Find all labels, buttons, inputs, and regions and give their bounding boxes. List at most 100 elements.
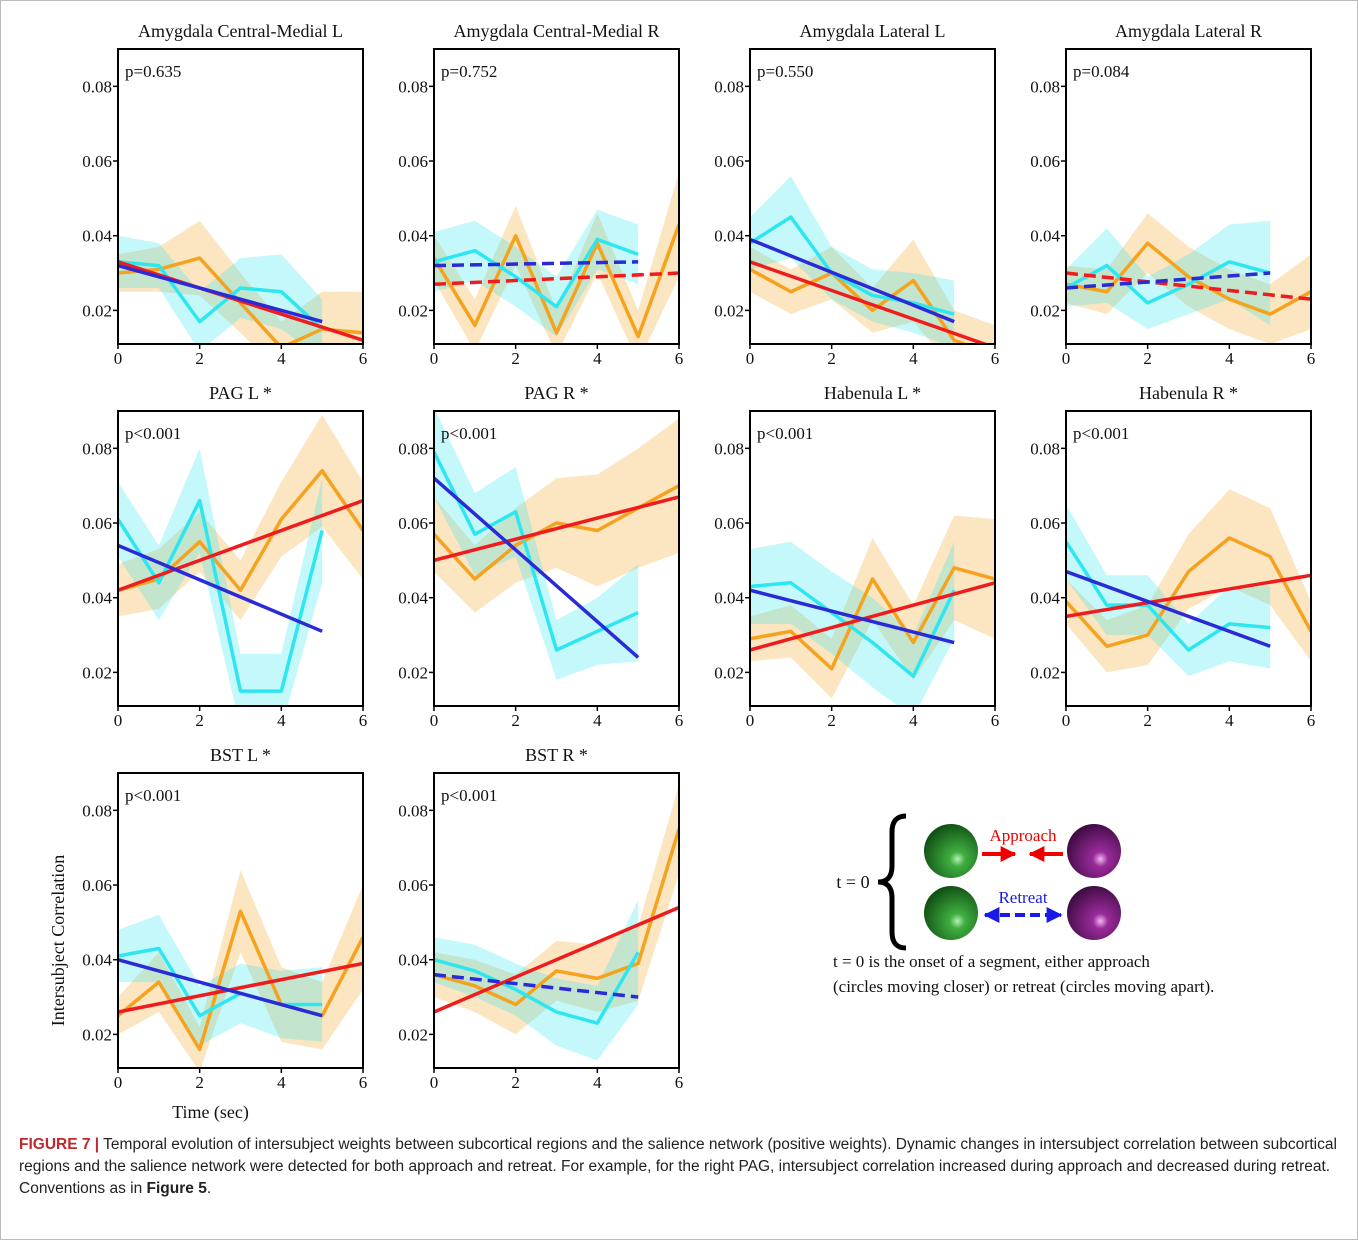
error-band xyxy=(750,515,995,699)
panel-title: Amygdala Central-Medial R xyxy=(454,21,660,41)
x-tick-label: 0 xyxy=(1062,711,1071,730)
y-tick-label: 0.08 xyxy=(398,439,428,458)
fit-line xyxy=(434,495,679,563)
panel: 0.02 0.04 0.06 0.08 0 2 4 6 PAG L * p<0.001 xyxy=(82,383,367,730)
x-tick-label: 2 xyxy=(195,711,204,730)
y-tick-label: 0.08 xyxy=(1030,439,1060,458)
y-tick-label: 0.02 xyxy=(398,663,428,682)
panel: 0.02 0.04 0.06 0.08 0 2 4 6 Habenula R * p<0.001 xyxy=(1030,383,1315,730)
x-tick-label: 4 xyxy=(593,711,602,730)
error-band xyxy=(434,209,639,337)
plot-frame xyxy=(433,48,680,345)
plot-frame xyxy=(433,410,680,707)
x-tick-label: 6 xyxy=(1307,349,1316,368)
panel: 0.02 0.04 0.06 0.08 0 2 4 6 Amygdala Lateral L p=… xyxy=(714,21,1000,368)
fit-line xyxy=(118,961,363,1014)
y-tick-label: 0.04 xyxy=(82,589,112,608)
fit-line xyxy=(118,498,363,592)
series-line xyxy=(750,215,955,316)
x-tick-label: 2 xyxy=(195,1073,204,1092)
panel-title: Habenula R * xyxy=(1139,383,1238,403)
y-tick-label: 0.08 xyxy=(82,439,112,458)
panel: 0.02 0.04 0.06 0.08 0 2 4 6 BST L * p<0.001 Time (… xyxy=(48,745,367,1123)
y-tick-label: 0.08 xyxy=(82,801,112,820)
series-line xyxy=(118,260,324,331)
panel-title: PAG R * xyxy=(524,383,588,403)
series-line xyxy=(750,581,956,678)
y-tick-label: 0.06 xyxy=(398,876,428,895)
y-tick-label: 0.04 xyxy=(1030,227,1060,246)
sphere xyxy=(1067,824,1121,878)
panel: 0.02 0.04 0.06 0.08 0 2 4 6 BST R * p<0.001 xyxy=(398,745,683,1092)
x-tick-label: 2 xyxy=(511,349,520,368)
y-tick-label: 0.02 xyxy=(82,301,112,320)
plot-area xyxy=(750,175,995,344)
y-tick-label: 0.08 xyxy=(1030,77,1060,96)
error-band xyxy=(1066,489,1311,673)
plot-frame xyxy=(1065,48,1312,345)
sphere xyxy=(924,824,978,878)
scheme: t = 0 Approach Retreat t = 0 is the onse… xyxy=(833,813,1214,996)
note: (circles moving closer) or retreat (circ… xyxy=(833,977,1214,996)
fit-line xyxy=(750,581,995,652)
series-line xyxy=(118,256,363,344)
p-value: p<0.001 xyxy=(1073,424,1129,443)
error-band xyxy=(1066,220,1271,330)
series-line xyxy=(1066,241,1311,316)
brace xyxy=(877,813,907,951)
y-tick-label: 0.06 xyxy=(82,514,112,533)
panel-title: Habenula L * xyxy=(824,383,921,403)
y-tick-label: 0.04 xyxy=(1030,589,1060,608)
y-tick-label: 0.02 xyxy=(82,1025,112,1044)
series-line xyxy=(434,951,640,1025)
plot-frame xyxy=(117,48,364,345)
caption-label: FIGURE 7 | xyxy=(19,1136,100,1153)
panel: 0.02 0.04 0.06 0.08 0 2 4 6 Amygdala Central-Med… xyxy=(82,21,367,368)
y-tick-label: 0.06 xyxy=(1030,514,1060,533)
y-tick-label: 0.06 xyxy=(398,152,428,171)
panel: 0.02 0.04 0.06 0.08 0 2 4 6 Habenula L * p<0.001 xyxy=(714,383,999,730)
panel: 0.02 0.04 0.06 0.08 0 2 4 6 Amygdala Central-Med… xyxy=(398,21,683,368)
y-tick-label: 0.02 xyxy=(714,663,744,682)
p-value: p<0.001 xyxy=(125,786,181,805)
fit-line xyxy=(750,260,990,344)
x-tick-label: 6 xyxy=(991,349,1000,368)
plot-area xyxy=(434,784,679,1061)
p-value: p<0.001 xyxy=(757,424,813,443)
sphere xyxy=(1067,886,1121,940)
fit-line xyxy=(118,958,323,1018)
t-label: t = 0 xyxy=(836,872,869,892)
x-tick-label: 4 xyxy=(277,1073,286,1092)
error-band xyxy=(118,448,323,706)
fit-line xyxy=(1066,271,1271,290)
panel: 0.02 0.04 0.06 0.08 0 2 4 6 PAG R * p<0.001 xyxy=(398,383,683,730)
x-tick-label: 6 xyxy=(675,349,684,368)
x-tick-label: 4 xyxy=(593,349,602,368)
x-tick-label: 0 xyxy=(1062,349,1071,368)
x-tick-label: 2 xyxy=(827,349,836,368)
y-tick-label: 0.02 xyxy=(1030,663,1060,682)
x-tick-label: 6 xyxy=(675,711,684,730)
x-axis-label: Time (sec) xyxy=(172,1102,249,1123)
y-tick-label: 0.02 xyxy=(1030,301,1060,320)
fit-line xyxy=(118,543,323,633)
y-tick-label: 0.04 xyxy=(714,589,744,608)
series-line xyxy=(750,566,995,671)
x-tick-label: 4 xyxy=(1225,349,1234,368)
plot-area xyxy=(118,220,363,344)
y-tick-label: 0.08 xyxy=(714,77,744,96)
x-tick-label: 4 xyxy=(1225,711,1234,730)
x-tick-label: 2 xyxy=(827,711,836,730)
plot-frame xyxy=(1065,410,1312,707)
y-tick-label: 0.04 xyxy=(714,227,744,246)
plot-frame xyxy=(749,410,996,707)
panel-title: Amygdala Lateral L xyxy=(800,21,946,41)
plot-area xyxy=(1066,213,1311,344)
p-value: p=0.084 xyxy=(1073,62,1130,81)
fit-line xyxy=(750,237,955,324)
error-band xyxy=(434,899,639,1061)
p-value: p<0.001 xyxy=(441,424,497,443)
caption: FIGURE 7 | Temporal evolution of intersu… xyxy=(19,1134,1339,1200)
error-band xyxy=(1066,504,1271,677)
